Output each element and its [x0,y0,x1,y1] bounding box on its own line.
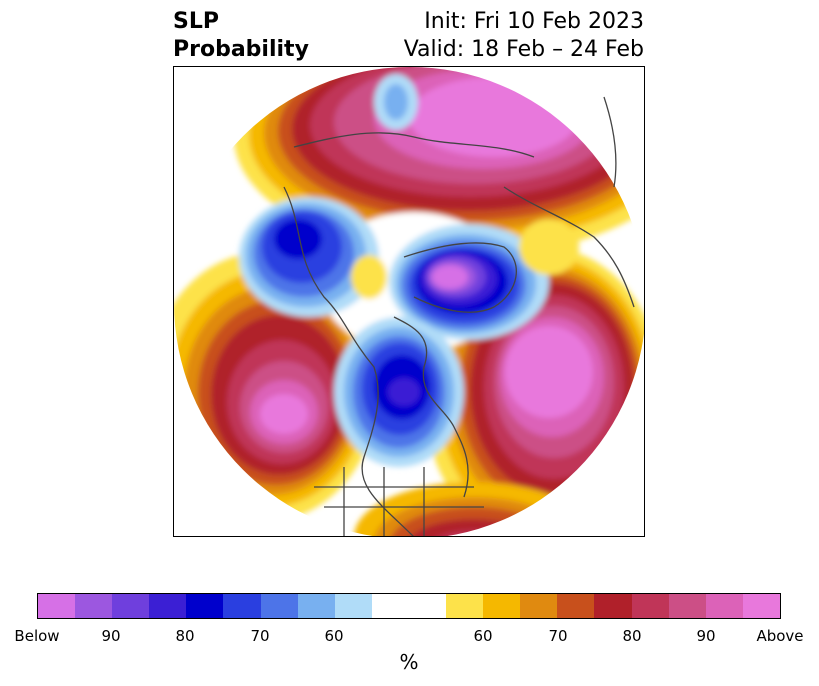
colorbar-above-segment-0 [446,594,484,618]
central-canada-low-region [334,317,464,467]
colorbar-below-segment-0 [38,594,76,618]
valid-range: Valid: 18 Feb – 24 Feb [403,37,644,62]
colorbar-below-segment-3 [149,594,187,618]
colorbar-below-segment-2 [112,594,150,618]
colorbar-below-segment-4 [186,594,224,618]
chart-title-right: Init: Fri 10 Feb 2023 Valid: 18 Feb – 24… [404,8,644,64]
colorbar-below-segment-5 [223,594,261,618]
colorbar-below-segment-8 [334,594,372,618]
colorbar-above-segment-6 [668,594,706,618]
southern-high-region [354,482,594,536]
colorbar-above-segment-4 [594,594,632,618]
colorbar-below-segment-6 [260,594,298,618]
probability-map [174,67,644,536]
tick-above-60: 60 [473,627,493,645]
arctic-low-region [389,224,549,340]
colorbar-above-segment-1 [483,594,521,618]
colorbar-unit: % [399,650,419,674]
colorbar-above-segment-5 [631,594,669,618]
init-date: Init: Fri 10 Feb 2023 [424,9,644,34]
tick-above-80: 80 [622,627,642,645]
tick-above-70: 70 [548,627,568,645]
tick-below-80: 80 [175,627,195,645]
colorbar-neutral-segment [371,594,447,618]
colorbar [37,593,781,619]
colorbar-above-segment-2 [520,594,558,618]
colorbar-below-segment-7 [297,594,335,618]
tick-below: Below [14,627,60,645]
colorbar-below-segment-1 [75,594,113,618]
tick-below-70: 70 [250,627,270,645]
tick-below-60: 60 [324,627,344,645]
tick-above-90: 90 [696,627,716,645]
title-variable: SLP [173,9,219,34]
alaska-low-region [239,197,379,317]
tick-above: Above [756,627,804,645]
map-panel [173,66,645,537]
colorbar-above-segment-8 [742,594,780,618]
coastlines [283,96,635,536]
colorbar-above-segment-3 [557,594,595,618]
tick-below-90: 90 [101,627,121,645]
title-type: Probability [173,37,309,62]
colorbar-above-segment-7 [705,594,743,618]
chart-title-left: SLP Probability [173,8,309,64]
